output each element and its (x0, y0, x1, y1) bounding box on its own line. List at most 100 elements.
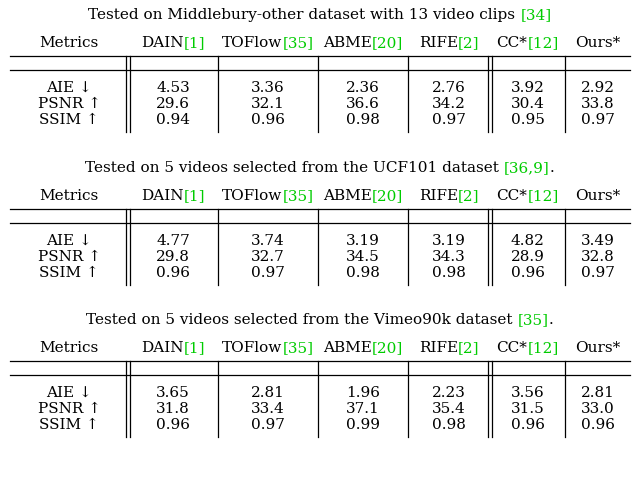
Text: 3.49: 3.49 (580, 234, 614, 248)
Text: CC*: CC* (497, 189, 527, 203)
Text: 2.36: 2.36 (346, 81, 380, 95)
Text: 0.97: 0.97 (580, 113, 614, 127)
Text: Ours*: Ours* (575, 341, 620, 355)
Text: ABME: ABME (323, 341, 372, 355)
Text: Ours*: Ours* (575, 36, 620, 50)
Text: Tested on 5 videos selected from the UCF101 dataset: Tested on 5 videos selected from the UCF… (85, 161, 504, 175)
Text: 32.7: 32.7 (251, 250, 285, 264)
Text: 0.98: 0.98 (346, 113, 380, 127)
Text: 3.19: 3.19 (346, 234, 380, 248)
Text: 2.92: 2.92 (580, 81, 614, 95)
Text: 33.0: 33.0 (580, 402, 614, 416)
Text: Ours*: Ours* (575, 189, 620, 203)
Text: [12]: [12] (527, 36, 559, 50)
Text: Metrics: Metrics (40, 36, 99, 50)
Text: 33.8: 33.8 (580, 97, 614, 111)
Text: DAIN: DAIN (141, 341, 184, 355)
Text: 0.98: 0.98 (432, 266, 466, 280)
Text: SSIM ↑: SSIM ↑ (39, 113, 99, 127)
Text: 31.8: 31.8 (156, 402, 190, 416)
Text: 4.82: 4.82 (511, 234, 545, 248)
Text: 2.23: 2.23 (432, 386, 466, 400)
Text: 3.92: 3.92 (511, 81, 545, 95)
Text: AIE ↓: AIE ↓ (46, 234, 92, 248)
Text: TOFlow: TOFlow (222, 341, 283, 355)
Text: PSNR ↑: PSNR ↑ (38, 402, 100, 416)
Text: DAIN: DAIN (141, 189, 184, 203)
Text: AIE ↓: AIE ↓ (46, 81, 92, 95)
Text: [12]: [12] (527, 341, 559, 355)
Text: SSIM ↑: SSIM ↑ (39, 266, 99, 280)
Text: AIE ↓: AIE ↓ (46, 386, 92, 400)
Text: ABME: ABME (323, 36, 372, 50)
Text: 29.8: 29.8 (156, 250, 190, 264)
Text: TOFlow: TOFlow (222, 189, 283, 203)
Text: [2]: [2] (458, 189, 479, 203)
Text: PSNR ↑: PSNR ↑ (38, 250, 100, 264)
Text: 0.98: 0.98 (346, 266, 380, 280)
Text: 0.96: 0.96 (156, 418, 190, 432)
Text: 3.36: 3.36 (251, 81, 285, 95)
Text: 32.1: 32.1 (251, 97, 285, 111)
Text: .: . (549, 313, 554, 327)
Text: 3.74: 3.74 (251, 234, 285, 248)
Text: [20]: [20] (372, 36, 403, 50)
Text: [1]: [1] (184, 189, 205, 203)
Text: ABME: ABME (323, 189, 372, 203)
Text: 36.6: 36.6 (346, 97, 380, 111)
Text: 34.5: 34.5 (346, 250, 380, 264)
Text: [35]: [35] (283, 341, 314, 355)
Text: [35]: [35] (518, 313, 549, 327)
Text: 0.96: 0.96 (156, 266, 190, 280)
Text: CC*: CC* (497, 341, 527, 355)
Text: 0.96: 0.96 (511, 418, 545, 432)
Text: 32.8: 32.8 (580, 250, 614, 264)
Text: [2]: [2] (458, 341, 479, 355)
Text: 3.56: 3.56 (511, 386, 545, 400)
Text: PSNR ↑: PSNR ↑ (38, 97, 100, 111)
Text: 0.96: 0.96 (251, 113, 285, 127)
Text: Tested on 5 videos selected from the Vimeo90k dataset: Tested on 5 videos selected from the Vim… (86, 313, 518, 327)
Text: [1]: [1] (184, 341, 205, 355)
Text: 34.2: 34.2 (432, 97, 466, 111)
Text: 4.77: 4.77 (156, 234, 190, 248)
Text: RIFE: RIFE (419, 36, 458, 50)
Text: 3.19: 3.19 (432, 234, 466, 248)
Text: 0.97: 0.97 (432, 113, 466, 127)
Text: 4.53: 4.53 (156, 81, 190, 95)
Text: SSIM ↑: SSIM ↑ (39, 418, 99, 432)
Text: [20]: [20] (372, 341, 403, 355)
Text: 29.6: 29.6 (156, 97, 190, 111)
Text: [35]: [35] (283, 36, 314, 50)
Text: TOFlow: TOFlow (222, 36, 283, 50)
Text: 0.97: 0.97 (580, 266, 614, 280)
Text: [36,9]: [36,9] (504, 161, 550, 175)
Text: 0.97: 0.97 (251, 418, 285, 432)
Text: Tested on Middlebury-other dataset with 13 video clips: Tested on Middlebury-other dataset with … (88, 8, 520, 22)
Text: 0.96: 0.96 (580, 418, 614, 432)
Text: 0.95: 0.95 (511, 113, 545, 127)
Text: 0.96: 0.96 (511, 266, 545, 280)
Text: .: . (550, 161, 555, 175)
Text: Metrics: Metrics (40, 189, 99, 203)
Text: 34.3: 34.3 (432, 250, 466, 264)
Text: 2.81: 2.81 (580, 386, 614, 400)
Text: [1]: [1] (184, 36, 205, 50)
Text: 0.98: 0.98 (432, 418, 466, 432)
Text: Metrics: Metrics (40, 341, 99, 355)
Text: [35]: [35] (283, 189, 314, 203)
Text: [20]: [20] (372, 189, 403, 203)
Text: 0.97: 0.97 (251, 266, 285, 280)
Text: 3.65: 3.65 (156, 386, 190, 400)
Text: 30.4: 30.4 (511, 97, 545, 111)
Text: 35.4: 35.4 (432, 402, 466, 416)
Text: 33.4: 33.4 (251, 402, 285, 416)
Text: 2.76: 2.76 (432, 81, 466, 95)
Text: DAIN: DAIN (141, 36, 184, 50)
Text: [2]: [2] (458, 36, 479, 50)
Text: RIFE: RIFE (419, 189, 458, 203)
Text: 1.96: 1.96 (346, 386, 380, 400)
Text: [12]: [12] (527, 189, 559, 203)
Text: 2.81: 2.81 (251, 386, 285, 400)
Text: [34]: [34] (520, 8, 552, 22)
